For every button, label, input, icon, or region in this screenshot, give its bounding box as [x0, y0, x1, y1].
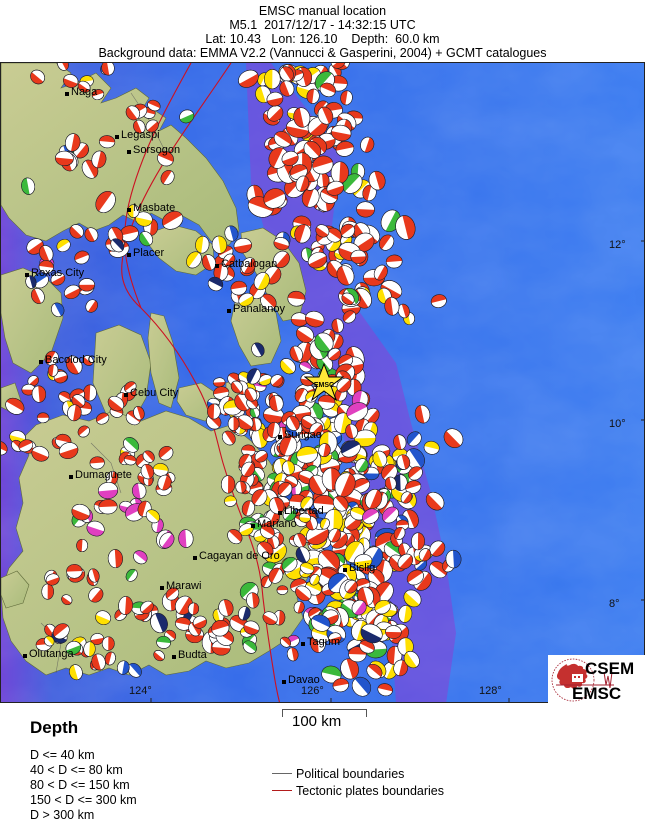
- svg-text:CSEM: CSEM: [585, 659, 634, 678]
- svg-text:EMSC: EMSC: [572, 684, 621, 703]
- svg-text:EMSC: EMSC: [314, 382, 334, 389]
